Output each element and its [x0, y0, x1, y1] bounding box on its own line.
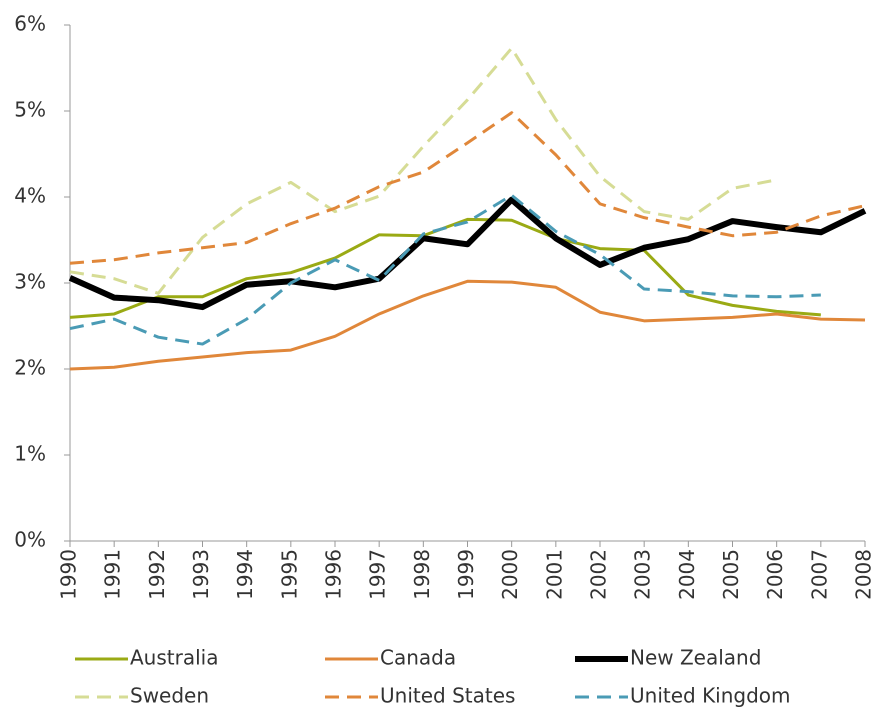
x-tick-label: 1993 [189, 549, 213, 600]
x-tick-label: 1999 [454, 549, 478, 600]
x-tick-label: 1997 [366, 549, 390, 600]
x-tick-label: 2002 [587, 549, 611, 600]
x-tick-label: 2000 [498, 549, 522, 600]
x-tick-label: 2007 [807, 549, 831, 600]
x-tick-label: 1991 [101, 549, 125, 600]
x-tick-label: 1998 [410, 549, 434, 600]
y-tick-label: 5% [14, 98, 46, 122]
x-tick-label: 1996 [322, 549, 346, 600]
x-tick-label: 1992 [145, 549, 169, 600]
x-tick-label: 2008 [852, 549, 875, 600]
y-tick-label: 6% [14, 12, 46, 36]
y-tick-label: 2% [14, 356, 46, 380]
x-tick-label: 2003 [631, 549, 655, 600]
x-tick-label: 1994 [233, 549, 257, 600]
legend-label: Sweden [130, 684, 209, 708]
series-line [70, 281, 865, 369]
legend-label: Canada [380, 646, 456, 670]
y-tick-label: 3% [14, 270, 46, 294]
legend-label: United Kingdom [630, 684, 791, 708]
x-tick-label: 2001 [542, 549, 566, 600]
x-tick-label: 2005 [719, 549, 743, 600]
legend-label: United States [380, 684, 515, 708]
legend-label: Australia [130, 646, 218, 670]
series-line [70, 195, 821, 344]
x-tick-label: 2006 [763, 549, 787, 600]
x-tick-label: 2004 [675, 549, 699, 600]
x-tick-label: 1995 [277, 549, 301, 600]
y-tick-label: 0% [14, 528, 46, 552]
y-tick-label: 1% [14, 442, 46, 466]
legend-label: New Zealand [630, 646, 761, 670]
x-tick-label: 1990 [57, 549, 81, 600]
series-line [70, 48, 777, 293]
y-tick-label: 4% [14, 184, 46, 208]
